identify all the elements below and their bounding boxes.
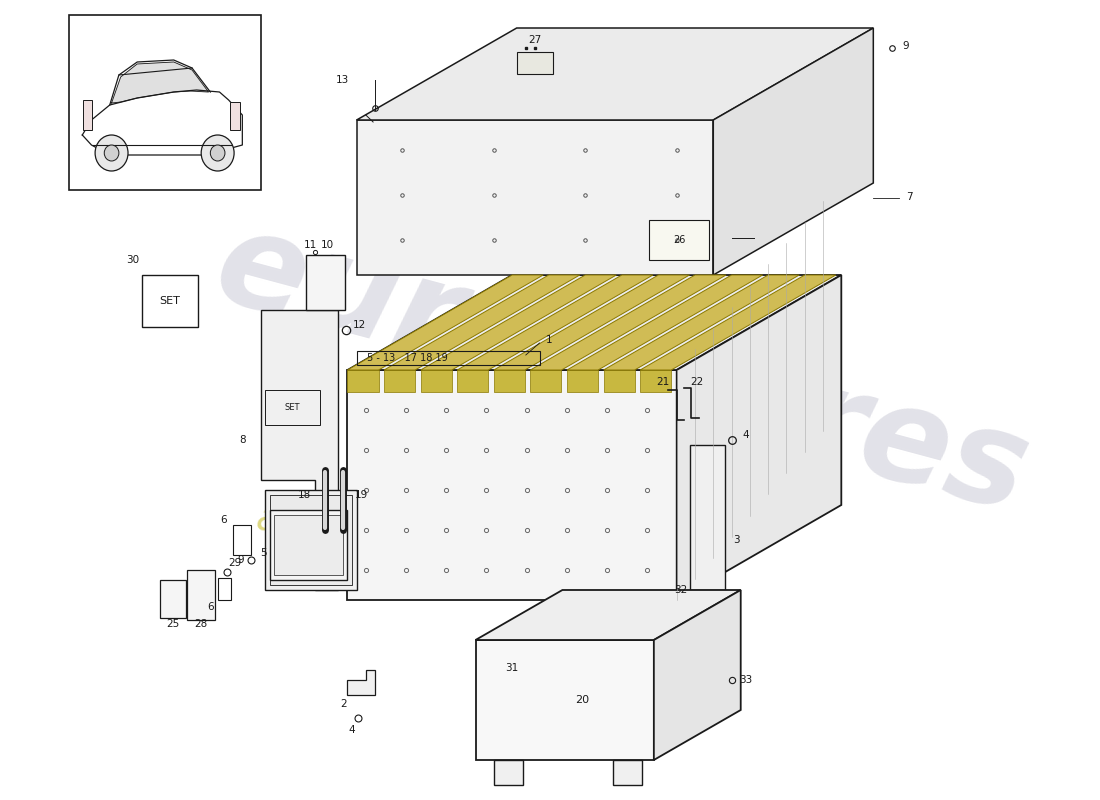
Polygon shape (530, 275, 726, 370)
Text: 5: 5 (260, 548, 266, 558)
Circle shape (210, 145, 225, 161)
Polygon shape (676, 275, 842, 600)
Text: eurospares: eurospares (202, 201, 1042, 539)
Text: SET: SET (285, 402, 300, 411)
Text: 19: 19 (354, 490, 367, 500)
Text: 27: 27 (528, 35, 541, 45)
Text: 30: 30 (126, 255, 140, 265)
Text: 20: 20 (575, 695, 590, 705)
Bar (566, 370, 598, 392)
Bar (530, 370, 561, 392)
Text: 18: 18 (298, 490, 311, 500)
Bar (274, 515, 343, 575)
Text: 29: 29 (229, 558, 242, 568)
Bar (187, 570, 214, 620)
Text: SET: SET (160, 296, 180, 306)
Text: 21: 21 (657, 377, 670, 387)
Text: a passion since 1985: a passion since 1985 (253, 499, 661, 621)
Text: 32: 32 (673, 585, 688, 595)
Polygon shape (348, 670, 375, 695)
Polygon shape (420, 275, 616, 370)
Polygon shape (494, 275, 690, 370)
Bar (348, 370, 676, 600)
Polygon shape (111, 62, 209, 103)
Bar (218, 578, 231, 600)
Text: 25: 25 (166, 619, 179, 629)
Polygon shape (475, 590, 740, 640)
Text: 5 - 13   17 18 19: 5 - 13 17 18 19 (366, 353, 448, 363)
Bar (458, 370, 488, 392)
Bar (265, 390, 320, 425)
Text: 7: 7 (906, 193, 913, 202)
Bar (640, 370, 671, 392)
Bar (160, 580, 186, 618)
Polygon shape (348, 275, 543, 370)
Bar (348, 370, 378, 392)
Bar (306, 255, 344, 310)
Bar (691, 445, 725, 590)
Circle shape (95, 135, 128, 171)
Polygon shape (261, 310, 339, 590)
Bar (265, 490, 356, 590)
Bar (494, 760, 524, 785)
Bar (68, 15, 261, 190)
Text: 9: 9 (238, 555, 244, 565)
Bar (691, 600, 711, 688)
Bar (517, 52, 553, 74)
Text: 31: 31 (506, 663, 519, 673)
Polygon shape (604, 275, 800, 370)
Bar (230, 102, 240, 130)
Text: 33: 33 (739, 675, 752, 685)
Text: 3: 3 (733, 535, 739, 545)
Bar (420, 370, 452, 392)
Bar (270, 495, 352, 585)
Bar (356, 120, 713, 275)
Text: 26: 26 (673, 235, 685, 245)
Bar (356, 351, 539, 365)
Bar (142, 275, 198, 327)
Text: 8: 8 (239, 435, 245, 445)
Polygon shape (653, 590, 740, 760)
Bar (564, 655, 590, 677)
Bar (604, 370, 635, 392)
Bar (270, 510, 348, 580)
Polygon shape (356, 28, 873, 120)
Polygon shape (640, 275, 836, 370)
Text: 6: 6 (207, 602, 213, 612)
Text: 4: 4 (349, 725, 355, 735)
Bar (233, 525, 252, 555)
Text: 1: 1 (546, 335, 552, 345)
Text: 9: 9 (902, 41, 909, 51)
Polygon shape (348, 275, 842, 370)
Polygon shape (384, 275, 580, 370)
Text: 12: 12 (353, 320, 366, 330)
Bar (613, 760, 642, 785)
Bar (84, 100, 92, 130)
Text: 28: 28 (195, 619, 208, 629)
Text: 6: 6 (221, 515, 228, 525)
Circle shape (104, 145, 119, 161)
Bar (524, 655, 560, 677)
Bar (494, 370, 525, 392)
Text: 22: 22 (690, 377, 703, 387)
Bar (384, 370, 415, 392)
Polygon shape (713, 28, 873, 275)
Text: 4: 4 (742, 430, 749, 440)
Text: 13: 13 (337, 75, 350, 85)
Bar (649, 220, 708, 260)
Text: 2: 2 (341, 699, 348, 709)
Polygon shape (458, 275, 653, 370)
Text: 10: 10 (321, 240, 334, 250)
Text: 11: 11 (305, 240, 318, 250)
Polygon shape (566, 275, 762, 370)
Bar (475, 640, 653, 760)
Circle shape (201, 135, 234, 171)
